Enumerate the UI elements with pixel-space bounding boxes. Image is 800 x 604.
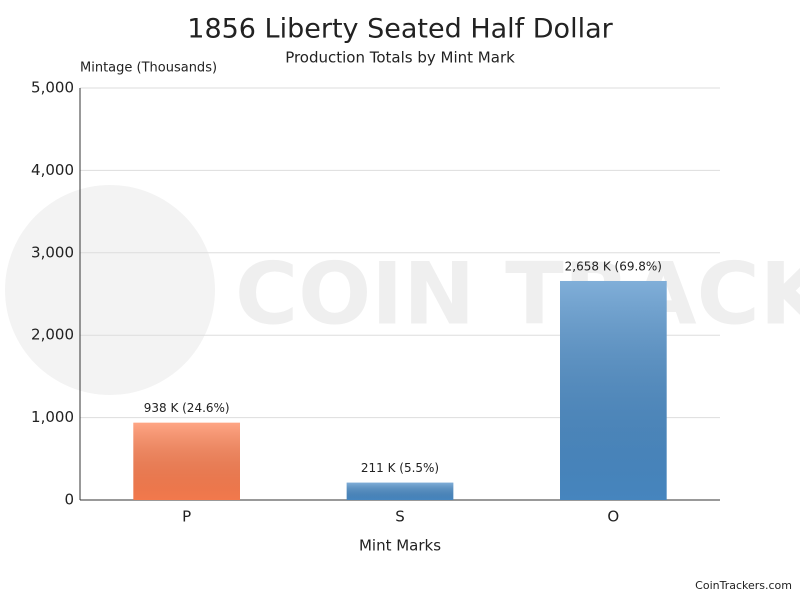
x-tick-label: S [395,508,405,526]
y-axis-title: Mintage (Thousands) [80,61,217,76]
value-label: 938 K (24.6%) [144,401,230,415]
value-label: 2,658 K (69.8%) [565,259,662,273]
watermark: COIN TRACKERS [235,244,800,344]
bar-shade [133,422,240,500]
x-tick-label: O [607,508,619,526]
y-tick-label: 3,000 [31,243,74,261]
x-tick-label: P [182,508,191,526]
chart-title: 1856 Liberty Seated Half Dollar [187,14,613,45]
chart-subtitle: Production Totals by Mint Mark [285,49,515,67]
y-tick-label: 5,000 [31,79,74,97]
bar-shade [346,482,454,500]
y-tick-label: 4,000 [31,161,74,179]
y-tick-label: 0 [64,491,74,509]
bar-shade [560,280,667,500]
value-label: 211 K (5.5%) [361,461,439,475]
y-tick-label: 1,000 [31,408,74,426]
x-axis-title: Mint Marks [359,537,441,555]
watermark-logo [5,185,215,395]
source: CoinTrackers.com [695,579,792,592]
y-tick-label: 2,000 [31,326,74,344]
